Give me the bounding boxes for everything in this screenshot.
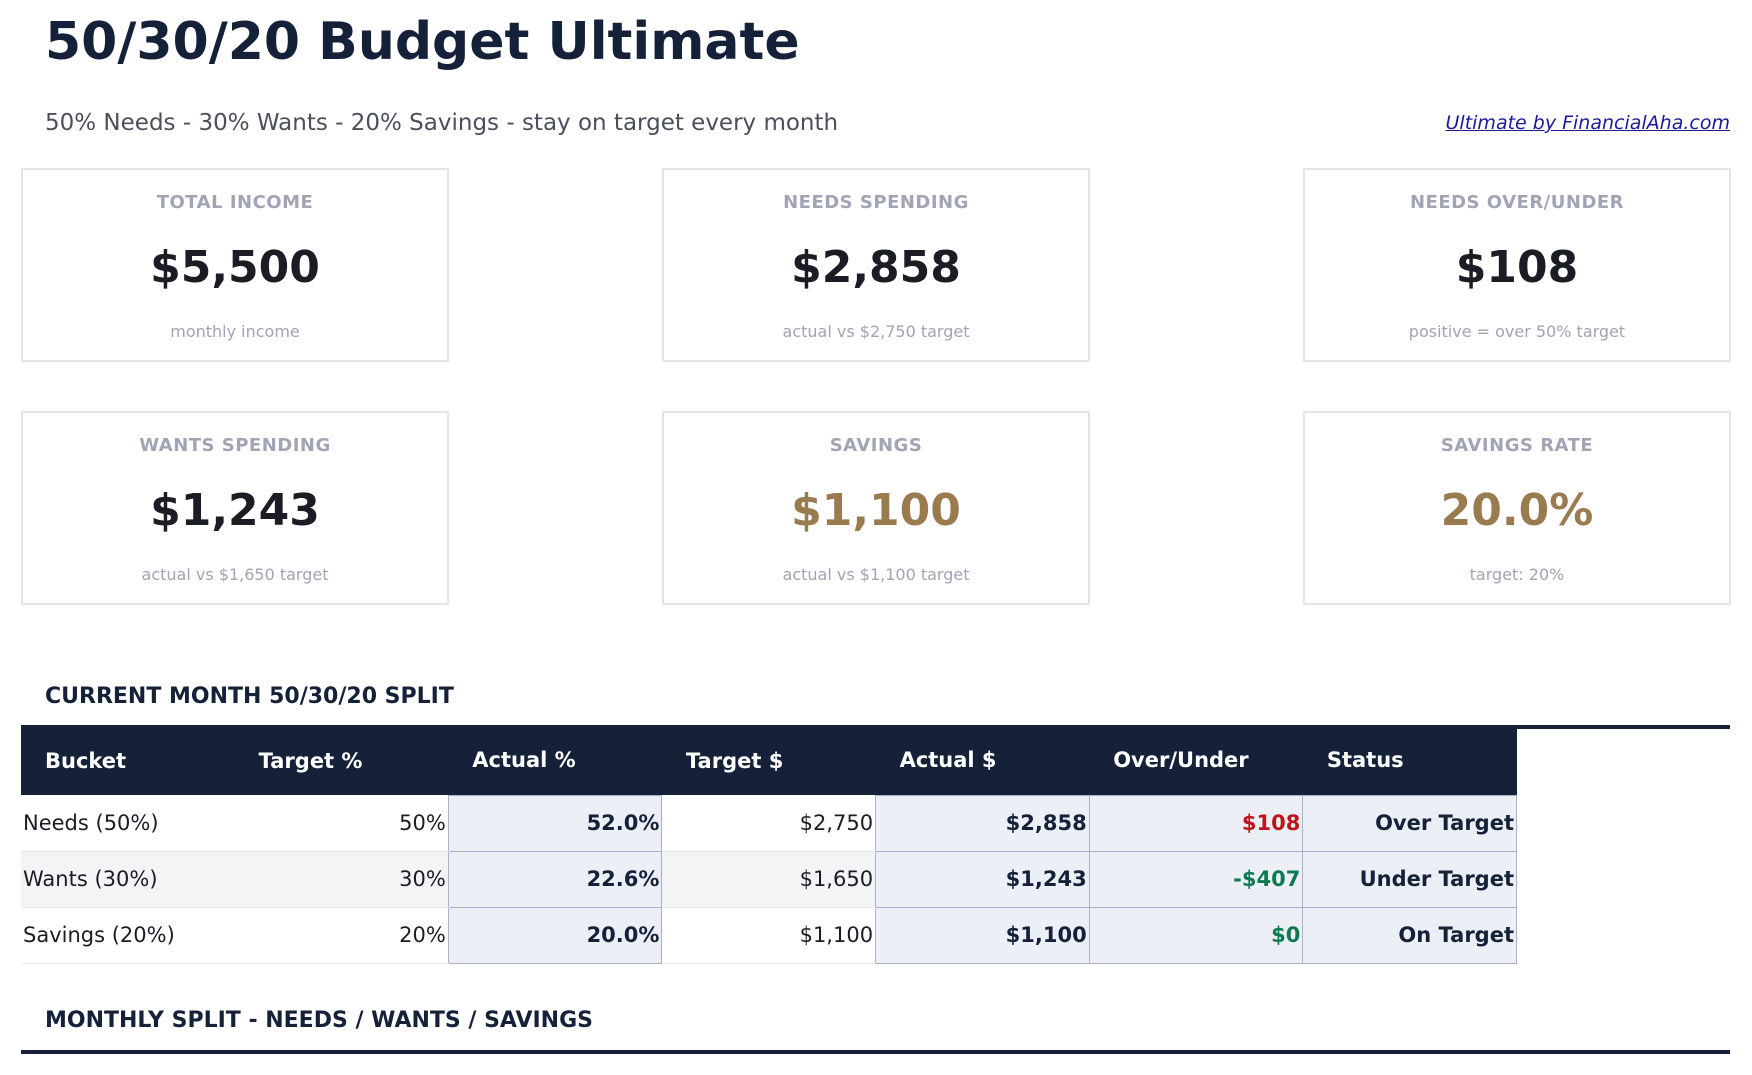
card-sub: positive = over 50% target — [1408, 322, 1626, 341]
card-label: NEEDS SPENDING — [783, 192, 969, 213]
split-heading: CURRENT MONTH 50/30/20 SPLIT — [45, 684, 454, 709]
card-value: 20.0% — [1440, 485, 1594, 536]
cell-bucket: Savings (20%) — [21, 907, 235, 964]
card-sub: actual vs $1,100 target — [782, 565, 970, 584]
card-label: NEEDS OVER/UNDER — [1409, 192, 1625, 213]
cell-status: Under Target — [1302, 850, 1517, 908]
table-row: Savings (20%) 20% 20.0% $1,100 $1,100 $0… — [21, 906, 1517, 964]
card-value: $108 — [1455, 242, 1579, 293]
cell-over-under: -$407 — [1088, 850, 1304, 908]
card-needs-over-under: NEEDS OVER/UNDER $108 positive = over 50% … — [1303, 168, 1731, 362]
cell-actual-amt: $1,243 — [875, 850, 1090, 908]
table-header-row: Bucket Target % Actual % Target $ Actual… — [21, 726, 1517, 795]
card-value: $1,243 — [150, 485, 320, 536]
cell-target-amt: $2,750 — [661, 795, 876, 852]
card-label: SAVINGS — [829, 435, 923, 456]
card-sub: actual vs $1,650 target — [141, 565, 329, 584]
cell-target-pct: 50% — [234, 795, 449, 852]
card-label: WANTS SPENDING — [139, 435, 331, 456]
cell-actual-pct: 20.0% — [447, 906, 663, 964]
credit-link[interactable]: Ultimate by FinancialAha.com — [1445, 112, 1730, 134]
split-table: Bucket Target % Actual % Target $ Actual… — [21, 726, 1517, 964]
cell-bucket: Wants (30%) — [21, 851, 235, 908]
card-value: $1,100 — [791, 485, 961, 536]
card-needs-spending: NEEDS SPENDING $2,858 actual vs $2,750 tar… — [662, 168, 1090, 362]
cell-target-amt: $1,650 — [661, 851, 876, 908]
card-value: $5,500 — [150, 242, 320, 293]
card-label: SAVINGS RATE — [1440, 435, 1594, 456]
cell-status: Over Target — [1302, 794, 1517, 852]
col-status: Status — [1302, 726, 1517, 795]
page-subtitle: 50% Needs - 30% Wants - 20% Savings - st… — [45, 110, 839, 136]
col-over-under: Over/Under — [1089, 726, 1303, 795]
cell-target-pct: 30% — [234, 851, 449, 908]
cell-target-pct: 20% — [234, 907, 449, 964]
card-wants-spending: WANTS SPENDING $1,243 actual vs $1,650 tar… — [21, 411, 449, 605]
cell-target-amt: $1,100 — [661, 907, 876, 964]
monthly-heading: MONTHLY SPLIT - NEEDS / WANTS / SAVINGS — [45, 1008, 593, 1033]
col-bucket: Bucket — [21, 726, 235, 795]
cell-actual-pct: 22.6% — [447, 850, 663, 908]
cell-actual-pct: 52.0% — [447, 794, 663, 852]
cell-actual-amt: $2,858 — [875, 794, 1090, 852]
card-total-income: TOTAL INCOME $5,500 monthly income — [21, 168, 449, 362]
cell-status: On Target — [1302, 906, 1517, 964]
card-sub: target: 20% — [1469, 565, 1565, 584]
card-value: $2,858 — [791, 242, 961, 293]
cell-actual-amt: $1,100 — [875, 906, 1090, 964]
cell-over-under: $0 — [1088, 906, 1304, 964]
card-label: TOTAL INCOME — [156, 192, 314, 213]
card-savings: SAVINGS $1,100 actual vs $1,100 target — [662, 411, 1090, 605]
col-target-amt: Target $ — [661, 726, 876, 795]
table-row: Wants (30%) 30% 22.6% $1,650 $1,243 -$40… — [21, 850, 1517, 908]
cell-over-under: $108 — [1088, 794, 1304, 852]
card-sub: actual vs $2,750 target — [782, 322, 970, 341]
col-target-pct: Target % — [234, 726, 449, 795]
card-savings-rate: SAVINGS RATE 20.0% target: 20% — [1303, 411, 1731, 605]
card-sub: monthly income — [170, 322, 300, 341]
monthly-rule — [21, 1050, 1730, 1054]
col-actual-pct: Actual % — [448, 726, 662, 795]
col-actual-amt: Actual $ — [875, 726, 1090, 795]
table-row: Needs (50%) 50% 52.0% $2,750 $2,858 $108… — [21, 794, 1517, 852]
page-title: 50/30/20 Budget Ultimate — [45, 12, 800, 72]
cell-bucket: Needs (50%) — [21, 795, 235, 852]
